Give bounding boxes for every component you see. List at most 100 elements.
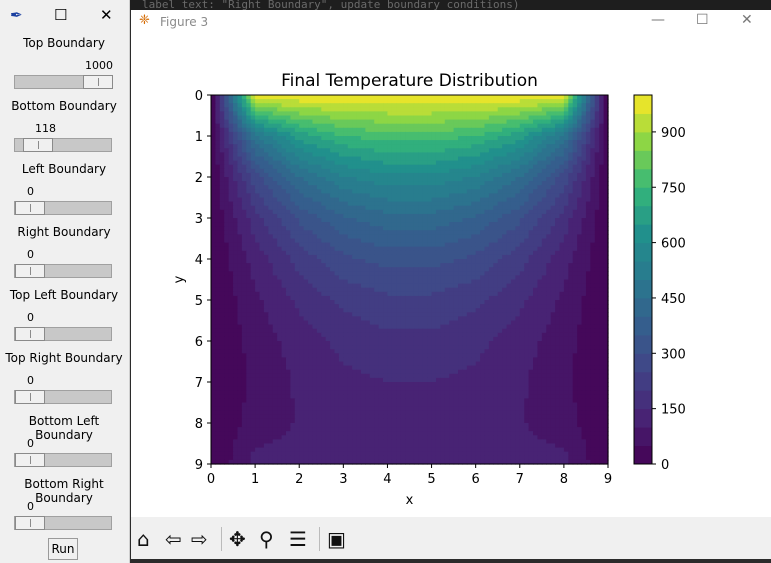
contour-cell <box>422 218 428 223</box>
slider-trough[interactable] <box>14 453 112 467</box>
contour-cell <box>352 111 358 117</box>
slider-trough[interactable] <box>14 201 112 215</box>
contour-cell <box>228 103 234 108</box>
contour-cell <box>502 226 508 231</box>
contour-cell <box>334 131 340 137</box>
contour-cell <box>418 226 424 231</box>
contour-cell <box>343 99 349 104</box>
contour-cell <box>427 172 433 178</box>
contour-cell <box>308 131 314 137</box>
contour-cell <box>533 287 539 293</box>
contour-cell <box>444 127 450 133</box>
contour-cell <box>347 95 353 100</box>
contour-cell <box>321 164 327 170</box>
contour-cell <box>444 172 450 178</box>
contour-cell <box>418 250 424 256</box>
close-icon[interactable]: ✕ <box>741 12 753 28</box>
contour-cell <box>599 181 605 186</box>
contour-cell <box>471 275 477 281</box>
contour-cell <box>449 205 455 211</box>
contour-cell <box>440 136 446 141</box>
slider-trough[interactable] <box>14 75 113 89</box>
contour-cell <box>369 275 375 281</box>
contour-cell <box>400 115 406 121</box>
slider-thumb[interactable] <box>15 390 45 404</box>
contour-cell <box>334 263 340 268</box>
slider-thumb[interactable] <box>15 453 45 467</box>
contour-cell <box>409 316 415 322</box>
contour-cell <box>422 111 428 117</box>
contour-cell <box>515 107 521 112</box>
maximize-icon[interactable]: ☐ <box>54 6 68 24</box>
contour-cell <box>338 95 344 100</box>
contour-cell <box>515 304 521 309</box>
contour-cell <box>563 136 569 141</box>
contour-cell <box>237 271 243 276</box>
slider-trough[interactable] <box>14 264 112 278</box>
contour-cell <box>255 259 261 264</box>
contour-cell <box>330 295 336 301</box>
close-icon[interactable]: ✕ <box>100 6 113 24</box>
slider-thumb[interactable] <box>83 75 113 89</box>
slider-thumb[interactable] <box>15 327 45 341</box>
contour-cell <box>330 218 336 223</box>
contour-cell <box>383 287 389 293</box>
contour-cell <box>585 123 591 129</box>
slider-thumb[interactable] <box>23 138 54 152</box>
slider-thumb[interactable] <box>15 516 45 530</box>
contour-cell <box>488 115 494 121</box>
contour-cell <box>444 103 450 108</box>
contour-cell <box>281 99 287 104</box>
contour-cell <box>285 263 291 268</box>
contour-cell <box>330 287 336 293</box>
contour-cell <box>462 234 468 240</box>
slider-thumb[interactable] <box>15 201 45 215</box>
contour-cell <box>321 209 327 215</box>
contour-cell <box>422 197 428 203</box>
contour-cell <box>502 267 508 272</box>
contour-cell <box>577 156 583 162</box>
slider-label: Left Boundary <box>21 162 107 176</box>
contour-cell <box>272 275 278 281</box>
contour-cell <box>255 140 261 145</box>
slider-trough[interactable] <box>14 327 112 341</box>
contour-cell <box>506 201 512 207</box>
contour-cell <box>405 119 411 125</box>
contour-cell <box>453 295 459 301</box>
contour-cell <box>312 234 318 240</box>
contour-cell <box>391 209 397 215</box>
contour-cell <box>550 308 556 313</box>
contour-cell <box>572 312 578 317</box>
run-button[interactable]: Run <box>48 538 78 560</box>
slider-thumb[interactable] <box>15 264 45 278</box>
contour-cell <box>449 103 455 108</box>
contour-cell <box>378 316 384 322</box>
contour-cell <box>510 291 516 297</box>
contour-cell <box>546 259 552 264</box>
contour-cell <box>219 295 225 301</box>
contour-cell <box>590 267 596 272</box>
contour-cell <box>360 238 366 244</box>
slider-trough[interactable] <box>14 516 112 530</box>
contour-cell <box>383 160 389 166</box>
contour-cell <box>559 222 565 227</box>
contour-cell <box>259 300 265 305</box>
contour-cell <box>590 226 596 231</box>
contour-cell <box>480 189 486 194</box>
maximize-icon[interactable]: ☐ <box>696 12 709 28</box>
contour-cell <box>259 312 265 317</box>
contour-cell <box>396 234 402 240</box>
contour-cell <box>224 131 230 137</box>
contour-cell <box>241 300 247 305</box>
contour-cell <box>378 300 384 305</box>
contour-cell <box>360 148 366 153</box>
slider-trough[interactable] <box>14 138 112 152</box>
contour-cell <box>369 119 375 125</box>
minimize-icon[interactable]: — <box>651 12 665 28</box>
contour-cell <box>510 144 516 149</box>
contour-cell <box>418 107 424 112</box>
slider-trough[interactable] <box>14 390 112 404</box>
contour-cell <box>312 263 318 268</box>
contour-cell <box>228 148 234 153</box>
contour-cell <box>330 181 336 186</box>
